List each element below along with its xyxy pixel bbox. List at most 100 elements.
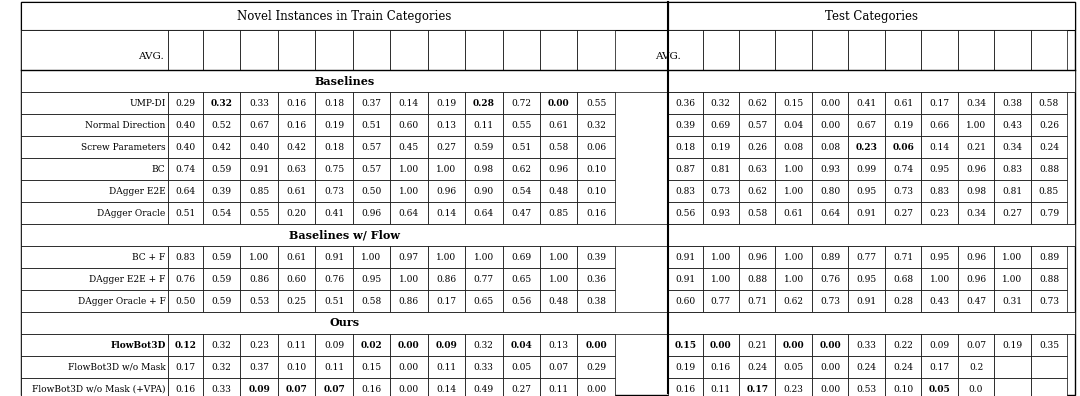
Text: 0.33: 0.33	[474, 362, 494, 371]
Bar	[465, 158, 502, 180]
Bar	[428, 136, 465, 158]
Bar	[578, 30, 615, 70]
Text: 0.67: 0.67	[856, 120, 877, 129]
Text: 1.00: 1.00	[784, 187, 804, 196]
Text: 1.00: 1.00	[711, 253, 731, 261]
Bar	[502, 378, 540, 396]
Bar	[241, 290, 278, 312]
Text: 0.41: 0.41	[856, 99, 877, 107]
Text: 0.15: 0.15	[784, 99, 804, 107]
Bar	[921, 92, 958, 114]
Text: 1.00: 1.00	[930, 274, 949, 284]
Bar	[203, 136, 241, 158]
Bar	[958, 356, 995, 378]
Bar	[995, 378, 1030, 396]
Bar	[502, 114, 540, 136]
Text: 0.77: 0.77	[711, 297, 731, 305]
Text: 1.00: 1.00	[784, 274, 804, 284]
Bar	[390, 268, 428, 290]
Text: 0.05: 0.05	[784, 362, 804, 371]
Text: 0.10: 0.10	[586, 164, 606, 173]
Text: 0.16: 0.16	[586, 209, 606, 217]
Text: 0.61: 0.61	[286, 253, 307, 261]
Text: 0.58: 0.58	[1039, 99, 1059, 107]
Text: 0.35: 0.35	[1039, 341, 1059, 350]
Bar	[849, 334, 885, 356]
Text: 0.56: 0.56	[675, 209, 696, 217]
Bar	[390, 202, 428, 224]
Bar	[958, 114, 995, 136]
Text: 0.33: 0.33	[249, 99, 269, 107]
Text: 0.42: 0.42	[212, 143, 232, 152]
Bar	[849, 180, 885, 202]
Bar	[203, 356, 241, 378]
Text: 1.00: 1.00	[474, 253, 494, 261]
Bar	[203, 378, 241, 396]
Bar	[812, 246, 849, 268]
Bar	[428, 114, 465, 136]
Bar	[849, 92, 885, 114]
Bar	[995, 30, 1030, 70]
Bar	[921, 356, 958, 378]
Bar	[540, 114, 578, 136]
Bar	[578, 180, 615, 202]
Text: 0.07: 0.07	[549, 362, 569, 371]
Bar	[168, 246, 203, 268]
Bar	[428, 202, 465, 224]
Bar	[739, 114, 775, 136]
Text: 0.95: 0.95	[856, 187, 877, 196]
Bar	[502, 268, 540, 290]
Text: 0.81: 0.81	[1002, 187, 1023, 196]
Text: 0.24: 0.24	[1039, 143, 1059, 152]
Bar	[241, 30, 278, 70]
Text: Novel Instances in Train Categories: Novel Instances in Train Categories	[238, 10, 451, 23]
Text: 0.57: 0.57	[362, 143, 381, 152]
Bar	[885, 158, 921, 180]
Text: 0.68: 0.68	[893, 274, 914, 284]
Text: 0.31: 0.31	[1002, 297, 1023, 305]
Text: FlowBot3D w/o Mask (+VPA): FlowBot3D w/o Mask (+VPA)	[32, 385, 165, 394]
Text: 0.58: 0.58	[362, 297, 381, 305]
Text: 0.76: 0.76	[176, 274, 195, 284]
Bar	[315, 290, 353, 312]
Text: 0.77: 0.77	[474, 274, 494, 284]
Bar	[703, 158, 739, 180]
Text: 0.64: 0.64	[820, 209, 840, 217]
Bar	[1030, 378, 1067, 396]
Bar	[353, 158, 390, 180]
Text: 0.88: 0.88	[1039, 274, 1059, 284]
Bar	[465, 268, 502, 290]
Text: 0.50: 0.50	[362, 187, 381, 196]
Text: 0.55: 0.55	[248, 209, 269, 217]
Bar	[669, 224, 1075, 246]
Text: 0.85: 0.85	[549, 209, 569, 217]
Bar	[21, 290, 168, 312]
Bar	[885, 202, 921, 224]
Text: 0.61: 0.61	[784, 209, 804, 217]
Bar	[921, 334, 958, 356]
Text: AVG.: AVG.	[138, 51, 163, 61]
Bar	[995, 114, 1030, 136]
Text: UMP-DI: UMP-DI	[130, 99, 165, 107]
Text: 0.96: 0.96	[362, 209, 381, 217]
Bar	[540, 334, 578, 356]
Text: FlowBot3D: FlowBot3D	[110, 341, 165, 350]
Text: 0.57: 0.57	[362, 164, 381, 173]
Text: 0.86: 0.86	[399, 297, 419, 305]
Text: 0.63: 0.63	[747, 164, 767, 173]
Bar	[703, 356, 739, 378]
Bar	[775, 180, 812, 202]
Text: 0.96: 0.96	[436, 187, 457, 196]
Text: 0.52: 0.52	[212, 120, 232, 129]
Bar	[669, 334, 703, 356]
Text: FlowBot3D w/o Mask: FlowBot3D w/o Mask	[68, 362, 165, 371]
Bar	[203, 246, 241, 268]
Text: 0.63: 0.63	[286, 164, 307, 173]
Bar	[465, 180, 502, 202]
Bar	[885, 30, 921, 70]
Bar	[995, 290, 1030, 312]
Bar	[669, 2, 1075, 30]
Text: 0.73: 0.73	[711, 187, 731, 196]
Bar	[921, 246, 958, 268]
Text: 0.95: 0.95	[930, 253, 949, 261]
